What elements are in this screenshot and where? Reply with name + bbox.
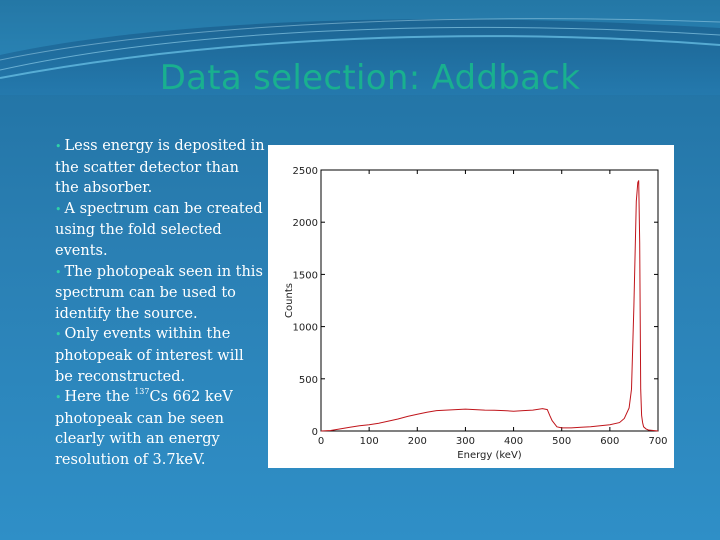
bullet-item: • Only events within the photopeak of int… bbox=[55, 324, 265, 387]
bullet-item: • Less energy is deposited in the scatter… bbox=[55, 136, 265, 199]
bullet-dot-icon: • bbox=[55, 328, 62, 342]
y-axis-label: Counts bbox=[284, 283, 295, 318]
x-tick-label: 200 bbox=[408, 436, 427, 447]
bullet-text: The photopeak seen in this spectrum can … bbox=[55, 263, 263, 322]
bullet-text: A spectrum can be created using the fold… bbox=[55, 200, 263, 259]
spectrum-chart: 0 100 200 300 400 500 600 700 0 500 1000 1500 2000 25… bbox=[284, 166, 668, 461]
plot-frame bbox=[320, 169, 659, 432]
spectrum-chart-panel: 0 100 200 300 400 500 600 700 0 500 1000 1500 2000 25… bbox=[268, 145, 674, 468]
x-tick-label: 500 bbox=[552, 436, 571, 447]
bullet-dot-icon: • bbox=[55, 391, 62, 405]
x-tick-label: 400 bbox=[504, 436, 523, 447]
bullet-item: • Here the 137Cs 662 keV photopeak can be… bbox=[55, 387, 265, 470]
y-tick-label: 2000 bbox=[293, 218, 318, 229]
y-tick-label: 500 bbox=[299, 375, 318, 386]
bullet-text: Only events within the photopeak of inte… bbox=[55, 326, 244, 385]
y-tick-label: 2500 bbox=[293, 166, 318, 177]
y-tick-label: 0 bbox=[312, 427, 318, 438]
x-tick-label: 0 bbox=[318, 436, 324, 447]
x-tick-label: 600 bbox=[600, 436, 619, 447]
spectrum-series-line bbox=[320, 180, 659, 432]
header-swoosh-decoration bbox=[0, 0, 720, 95]
bullet-list: • Less energy is deposited in the scatter… bbox=[55, 136, 265, 471]
bullet-text-pre: Here the bbox=[64, 389, 135, 406]
x-tick-label: 300 bbox=[456, 436, 475, 447]
slide-title: Data selection: Addback bbox=[159, 58, 581, 98]
bullet-item: • The photopeak seen in this spectrum can… bbox=[55, 262, 265, 325]
isotope-mass-number: 137 bbox=[134, 387, 150, 397]
y-tick-label: 1500 bbox=[293, 270, 318, 281]
bullet-dot-icon: • bbox=[55, 202, 62, 216]
bullet-text: Less energy is deposited in the scatter … bbox=[55, 138, 265, 197]
bullet-dot-icon: • bbox=[55, 140, 62, 153]
bullet-item: • A spectrum can be created using the fol… bbox=[55, 199, 265, 262]
bullet-text-post: Cs 662 keV photopeak can be seen clearly… bbox=[55, 389, 233, 468]
x-tick-label: 100 bbox=[360, 436, 379, 447]
bullet-dot-icon: • bbox=[55, 265, 62, 279]
y-tick-label: 1000 bbox=[293, 323, 318, 334]
x-tick-label: 700 bbox=[648, 436, 667, 447]
x-axis-label: Energy (keV) bbox=[457, 450, 522, 461]
